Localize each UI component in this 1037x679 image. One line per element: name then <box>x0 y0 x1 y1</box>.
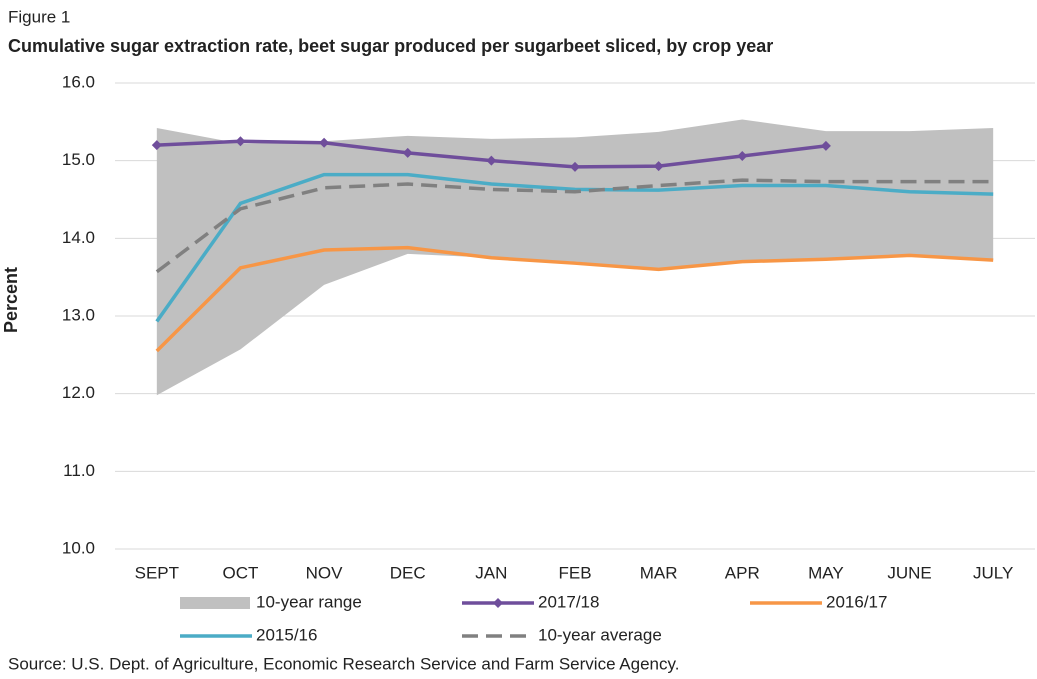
data-point <box>570 161 580 172</box>
data-point <box>653 161 664 172</box>
legend-label: 10-year range <box>256 592 362 611</box>
data-point <box>151 140 162 151</box>
x-tick-label: JULY <box>973 563 1013 582</box>
x-tick-label: APR <box>725 563 760 582</box>
x-tick-label: DEC <box>390 563 426 582</box>
chart-title: Cumulative sugar extraction rate, beet s… <box>8 36 773 56</box>
data-point <box>319 137 330 148</box>
y-tick-label: 15.0 <box>62 150 95 169</box>
y-tick-label: 10.0 <box>62 538 95 557</box>
legend-label: 2016/17 <box>826 592 887 611</box>
figure-label: Figure 1 <box>8 7 70 26</box>
x-tick-label: FEB <box>558 563 591 582</box>
series-line <box>155 178 994 274</box>
x-tick-label: MAR <box>640 563 678 582</box>
source-note: Source: U.S. Dept. of Agriculture, Econo… <box>8 654 679 673</box>
y-axis-label: Percent <box>1 267 21 333</box>
legend-marker <box>493 598 503 608</box>
y-tick-label: 14.0 <box>62 228 95 247</box>
y-tick-label: 16.0 <box>62 72 95 91</box>
x-tick-label: OCT <box>223 563 259 582</box>
data-point <box>737 151 748 162</box>
x-tick-label: MAY <box>808 563 844 582</box>
data-point <box>235 136 246 147</box>
y-tick-label: 12.0 <box>62 383 95 402</box>
series-line <box>155 245 994 353</box>
x-tick-label: JUNE <box>887 563 931 582</box>
legend-swatch <box>180 597 250 609</box>
x-tick-label: JAN <box>475 563 507 582</box>
data-point <box>402 147 413 158</box>
x-tick-label: SEPT <box>135 563 179 582</box>
series-line <box>155 172 994 323</box>
data-point <box>486 155 497 166</box>
y-tick-label: 11.0 <box>63 461 95 480</box>
y-tick-label: 13.0 <box>62 305 95 324</box>
legend-label: 10-year average <box>538 625 662 644</box>
legend-label: 2015/16 <box>256 625 317 644</box>
x-tick-label: NOV <box>306 563 344 582</box>
data-point <box>820 140 831 151</box>
range-area <box>156 119 994 396</box>
legend-label: 2017/18 <box>538 592 599 611</box>
